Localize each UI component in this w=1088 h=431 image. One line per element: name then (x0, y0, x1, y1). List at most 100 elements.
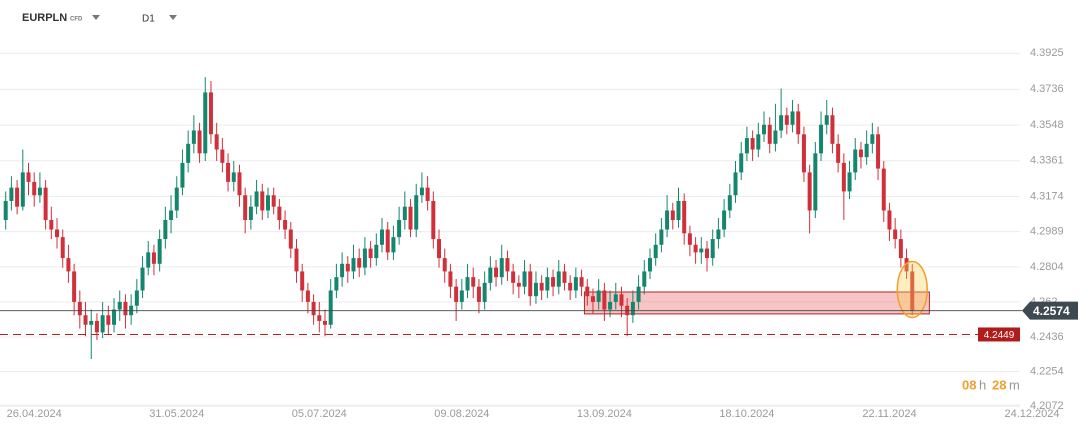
candle-body (733, 172, 738, 196)
candle-body (191, 130, 196, 144)
candle-body (248, 206, 253, 220)
candle-body (271, 195, 276, 207)
candle-body (83, 315, 88, 325)
candle-body (539, 282, 544, 291)
candle-body (140, 267, 145, 291)
candle-body (682, 200, 687, 234)
candle-body (687, 233, 692, 245)
candle-body (214, 134, 219, 150)
candle-body (505, 258, 510, 272)
candle-body (169, 210, 174, 220)
candle-body (351, 258, 356, 272)
candle-body (590, 296, 595, 302)
x-tick-label: 24.12.2024 (1004, 408, 1059, 420)
countdown-hours: 08 (962, 377, 976, 392)
candle-body (328, 290, 333, 325)
candle-body (448, 271, 453, 287)
symbol-dropdown[interactable] (92, 15, 100, 20)
symbol[interactable]: EURPLN (22, 12, 67, 24)
candle-body (476, 286, 481, 302)
candle-body (744, 138, 749, 154)
level-tag (978, 327, 1020, 342)
candle-body (94, 320, 99, 333)
candle-body (157, 239, 162, 264)
candle-body (494, 267, 499, 278)
candle-body (670, 210, 675, 220)
candle-body (197, 130, 202, 154)
candle-body (790, 111, 795, 125)
overlay-layer: 4.2574 4.2449 (0, 260, 1078, 342)
y-tick-label: 4.2804 (1030, 261, 1064, 273)
candle-body (43, 187, 48, 220)
candle-body (397, 220, 402, 238)
candle-body (26, 172, 31, 182)
y-tick-label: 4.2436 (1030, 331, 1064, 343)
y-tick-label: 4.3548 (1030, 119, 1064, 131)
candle-body (385, 229, 390, 253)
candle-body (340, 263, 345, 278)
candle-body (767, 124, 772, 144)
candle-body (203, 92, 208, 154)
candle-body (488, 267, 493, 283)
candle-body (180, 162, 185, 188)
candle-body (322, 320, 327, 325)
candle-body (573, 277, 578, 291)
timeframe[interactable]: D1 (142, 14, 155, 25)
candle-body (465, 277, 470, 291)
highlight-ellipse (896, 260, 929, 319)
candle-body (334, 277, 339, 291)
candle-body (619, 294, 624, 306)
candle-body (294, 248, 299, 272)
y-tick-label: 4.2072 (1030, 400, 1064, 412)
candle-body (796, 111, 801, 135)
candle-body (77, 301, 82, 316)
candle-body (870, 134, 875, 144)
candle-layer (3, 77, 915, 360)
candle-body (779, 115, 784, 131)
timeframe-dropdown[interactable] (169, 15, 177, 20)
candle-body (676, 200, 681, 220)
candle-body (716, 229, 721, 240)
candle-body (630, 301, 635, 316)
candle-body (237, 172, 242, 196)
grid-layer: 4.20724.22544.24364.2624.28044.29894.317… (0, 47, 1064, 420)
x-tick-label: 22.11.2024 (862, 408, 916, 420)
candle-body (311, 301, 316, 316)
candle-body (545, 277, 550, 291)
candle-body (345, 263, 350, 272)
candle-body (482, 282, 487, 302)
candle-body (226, 162, 231, 182)
candle-body (533, 282, 538, 297)
candle-body (60, 237, 65, 259)
candle-body (374, 244, 379, 259)
x-tick-label: 13.09.2024 (577, 408, 632, 420)
current-price-tag (1022, 301, 1078, 320)
candle-body (522, 271, 527, 287)
current-price-label: 4.2574 (1033, 304, 1070, 318)
countdown-m: m (1009, 377, 1020, 392)
candle-body (380, 229, 385, 245)
candle-body (596, 290, 601, 302)
candle-body (32, 181, 37, 196)
candle-body (898, 239, 903, 259)
candle-body (585, 286, 590, 297)
candle-body (556, 271, 561, 287)
candle-body (471, 277, 476, 287)
candle-body (750, 138, 755, 150)
candle-body (254, 191, 259, 207)
countdown-minutes: 28 (992, 377, 1006, 392)
candle-body (414, 195, 419, 230)
candle-body (368, 248, 373, 259)
candle-body (419, 187, 424, 196)
candle-body (20, 172, 25, 207)
candle-body (608, 301, 613, 310)
candle-body (858, 149, 863, 158)
countdown-h: h (979, 377, 986, 392)
candle-body (260, 191, 265, 211)
candle-body (722, 210, 727, 230)
candle-body (408, 206, 413, 230)
candle-body (100, 315, 105, 333)
candle-body (305, 290, 310, 302)
candle-body (220, 149, 225, 163)
candle-body (362, 248, 367, 268)
